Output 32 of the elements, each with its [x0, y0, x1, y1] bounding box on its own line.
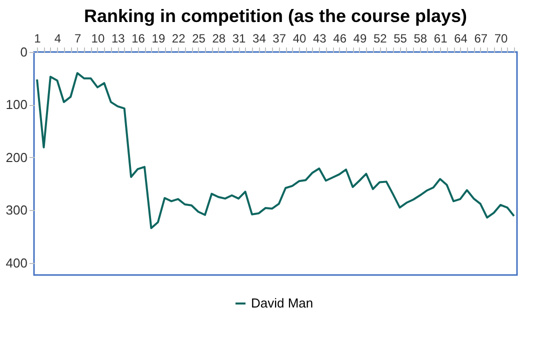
y-tick-label: 0 — [20, 44, 28, 60]
x-tick-label: 70 — [494, 32, 508, 46]
x-tick-label: 52 — [373, 32, 388, 46]
x-tick-label: 46 — [333, 32, 347, 46]
x-tick-label: 37 — [272, 32, 286, 46]
x-tick-label: 64 — [454, 32, 468, 46]
y-tick-label: 300 — [6, 202, 28, 218]
x-tick-label: 10 — [91, 32, 105, 46]
y-tick-label: 400 — [6, 255, 28, 270]
x-tick-label: 28 — [212, 32, 226, 46]
line-series — [36, 72, 515, 230]
x-tick-label: 67 — [474, 32, 488, 46]
x-tick-label: 55 — [394, 32, 408, 46]
x-tick-label: 7 — [74, 32, 82, 46]
x-tick-label: 31 — [232, 32, 246, 46]
y-tick-label: 200 — [6, 150, 28, 165]
x-tick-label: 43 — [312, 32, 327, 46]
x-tick-label: 1 — [34, 32, 42, 46]
legend-label: David Man — [251, 296, 314, 310]
x-tick-label: 49 — [353, 32, 367, 46]
x-tick-label: 34 — [252, 32, 266, 46]
y-tick-label: 100 — [6, 97, 28, 112]
x-tick-label: 22 — [172, 32, 186, 46]
chart-title: Ranking in competition (as the course plays) — [84, 6, 468, 26]
x-tick-label: 13 — [111, 32, 126, 46]
x-tick-label: 61 — [434, 32, 448, 46]
x-tick-label: 16 — [132, 32, 146, 46]
x-tick-label: 40 — [292, 32, 307, 46]
x-tick-label: 4 — [54, 32, 62, 46]
x-tick-label: 19 — [152, 32, 166, 46]
x-tick-label: 58 — [414, 32, 428, 46]
x-tick-label: 25 — [192, 32, 206, 46]
